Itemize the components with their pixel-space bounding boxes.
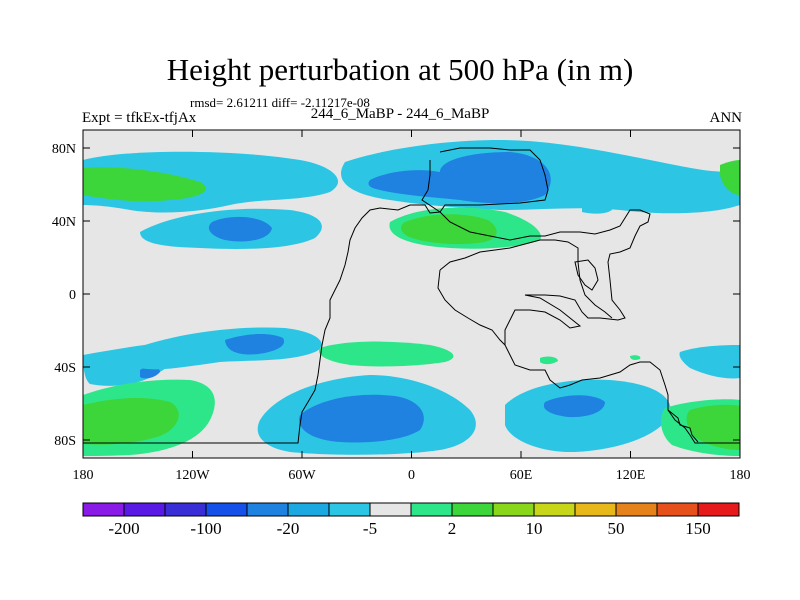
case-label: 244_6_MaBP - 244_6_MaBP [310, 106, 490, 122]
season-label: ANN [709, 110, 743, 126]
colorbar-tick-label: 150 [685, 519, 711, 538]
continent-outline-asia-inner [439, 239, 613, 319]
stats-line: rmsd= 2.61211 diff= -2.11217e-08 [190, 95, 370, 110]
continent-outline-inner-2 [437, 269, 506, 346]
contour-green-north-east [720, 160, 740, 195]
contour-blue-mid-south-west [140, 366, 160, 379]
colorbar-box [287, 502, 330, 517]
plot-title: Height perturbation at 500 hPa (in m) [166, 52, 634, 87]
lat-label-40n: 40N [52, 215, 76, 230]
continent-outline-antarctic-east [667, 409, 699, 443]
colorbar-box [164, 502, 207, 517]
colorbar-box [656, 502, 699, 517]
contour-green-small [540, 356, 558, 365]
contour-greendark-south-west [83, 398, 179, 445]
colorbar-box [123, 502, 166, 517]
lat-label-80n: 80N [52, 142, 76, 157]
continent-outline-east [421, 160, 740, 444]
contour-cyan-south-east [505, 379, 671, 453]
colorbar-box [574, 502, 617, 517]
contour-cyan-north-east [600, 181, 718, 212]
lat-tick-labels: 80N 40N 0 40S 80S [52, 142, 76, 449]
colorbar [82, 502, 740, 517]
contour-greendark-south-east [686, 404, 740, 450]
lon-label-120w: 120W [175, 468, 210, 483]
colorbar-box [82, 502, 125, 517]
lon-ticks [82, 130, 741, 458]
lon-label-60w: 60W [288, 468, 316, 483]
contour-blue-south-east [543, 395, 605, 418]
contour-cyan-small-east [582, 203, 612, 214]
lon-label-60e: 60E [510, 468, 533, 483]
contour-blue-mid-south-2 [225, 334, 285, 355]
contour-blue-south-center [299, 394, 424, 443]
colorbar-tick-label: 10 [526, 519, 543, 538]
colorbar-box [615, 502, 658, 517]
colorbar-box [451, 502, 494, 517]
colorbar-box [533, 502, 576, 517]
colorbar-box [369, 502, 412, 517]
colorbar-tick-label: -5 [363, 519, 377, 538]
lat-ticks [83, 147, 740, 441]
colorbar-box [410, 502, 453, 517]
lat-label-80s: 80S [54, 434, 76, 449]
contour-cyan-mid-south-east [679, 345, 740, 379]
colorbar-box [492, 502, 535, 517]
contour-fills [83, 140, 740, 456]
continent-outline-small [574, 259, 599, 291]
colorbar-box [205, 502, 248, 517]
continent-outline-main [83, 147, 549, 444]
colorbar-tick-label: 2 [448, 519, 457, 538]
contour-green-mid-south [319, 341, 454, 367]
lat-label-0: 0 [69, 288, 76, 303]
colorbar-labels: -200 -100 -20 -5 2 10 50 150 [108, 519, 710, 538]
contour-green-mid-center [400, 214, 497, 245]
colorbar-box [697, 502, 740, 517]
lon-label-180e: 180 [730, 468, 751, 483]
colorbar-tick-label: -200 [108, 519, 139, 538]
lon-tick-labels: 180 120W 60W 0 60E 120E 180 [73, 468, 751, 483]
lon-label-120e: 120E [616, 468, 646, 483]
contour-green-north-west [83, 167, 206, 202]
colorbar-box [328, 502, 371, 517]
experiment-label: Expt = tfkEx-tfjAx [82, 110, 197, 126]
coastlines [83, 147, 740, 444]
lat-label-40s: 40S [54, 361, 76, 376]
contour-blue-mid-west [208, 216, 272, 242]
colorbar-tick-label: -100 [190, 519, 221, 538]
colorbar-box [246, 502, 289, 517]
colorbar-tick-label: -20 [277, 519, 300, 538]
contour-blue-north [368, 152, 551, 204]
colorbar-tick-label: 50 [608, 519, 625, 538]
lon-label-0: 0 [408, 468, 415, 483]
lon-label-180w: 180 [73, 468, 94, 483]
contour-green-small-2 [630, 355, 641, 360]
